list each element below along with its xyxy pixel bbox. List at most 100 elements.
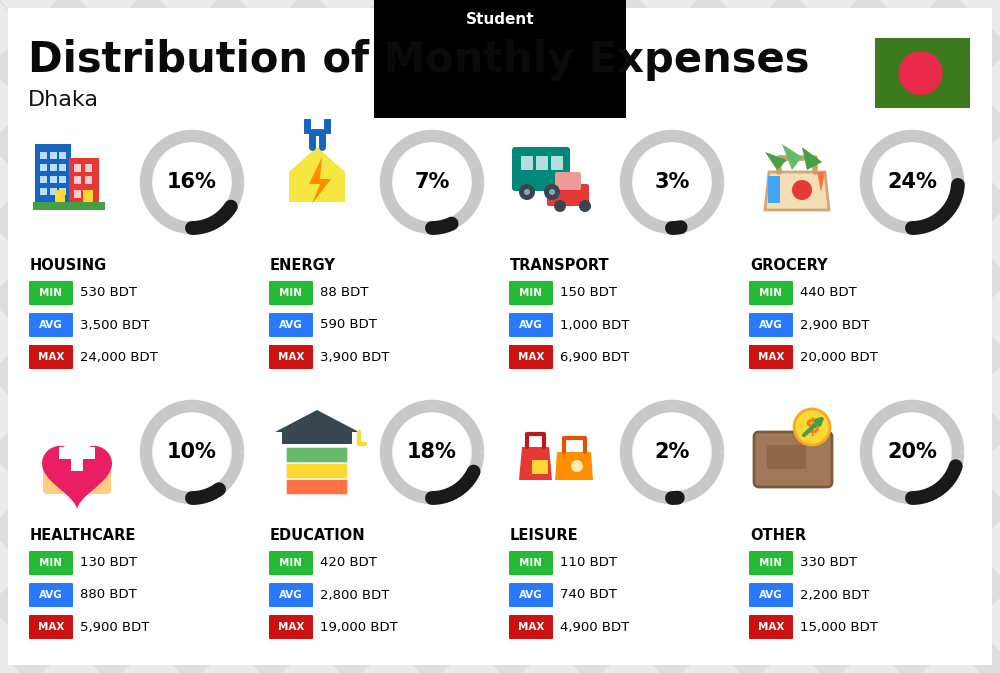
FancyBboxPatch shape <box>59 164 66 171</box>
FancyBboxPatch shape <box>269 313 313 337</box>
Circle shape <box>860 131 964 234</box>
FancyBboxPatch shape <box>50 176 57 183</box>
Text: MIN: MIN <box>280 288 302 298</box>
FancyBboxPatch shape <box>59 188 66 195</box>
Text: ENERGY: ENERGY <box>270 258 336 273</box>
Circle shape <box>549 189 555 195</box>
Polygon shape <box>555 452 593 480</box>
FancyBboxPatch shape <box>59 447 95 459</box>
Polygon shape <box>782 144 802 170</box>
FancyBboxPatch shape <box>509 313 553 337</box>
Text: 6,900 BDT: 6,900 BDT <box>560 351 629 363</box>
Text: 19,000 BDT: 19,000 BDT <box>320 621 398 633</box>
Text: Student: Student <box>466 11 534 26</box>
Text: 20,000 BDT: 20,000 BDT <box>800 351 878 363</box>
Circle shape <box>519 184 535 200</box>
Text: AVG: AVG <box>759 590 783 600</box>
Circle shape <box>140 400 244 503</box>
Text: AVG: AVG <box>279 590 303 600</box>
Text: 24%: 24% <box>887 172 937 192</box>
Text: 4,900 BDT: 4,900 BDT <box>560 621 629 633</box>
Circle shape <box>140 131 244 234</box>
Text: OTHER: OTHER <box>750 528 806 543</box>
Polygon shape <box>765 172 829 210</box>
FancyBboxPatch shape <box>50 188 57 195</box>
Text: MAX: MAX <box>38 352 64 362</box>
Polygon shape <box>817 172 825 192</box>
Text: 2,900 BDT: 2,900 BDT <box>800 318 869 332</box>
Text: EDUCATION: EDUCATION <box>270 528 366 543</box>
Text: MIN: MIN <box>40 288 62 298</box>
Text: 5,900 BDT: 5,900 BDT <box>80 621 149 633</box>
Text: AVG: AVG <box>39 320 63 330</box>
FancyBboxPatch shape <box>35 144 71 202</box>
FancyBboxPatch shape <box>50 164 57 171</box>
Polygon shape <box>519 447 552 480</box>
Text: 7%: 7% <box>414 172 450 192</box>
FancyBboxPatch shape <box>43 466 111 494</box>
FancyBboxPatch shape <box>33 202 105 210</box>
Text: 590 BDT: 590 BDT <box>320 318 377 332</box>
FancyBboxPatch shape <box>29 615 73 639</box>
Circle shape <box>380 400 484 503</box>
FancyBboxPatch shape <box>509 583 553 607</box>
Text: AVG: AVG <box>759 320 783 330</box>
FancyBboxPatch shape <box>74 164 81 172</box>
Text: MIN: MIN <box>760 288 782 298</box>
Circle shape <box>620 400 724 503</box>
FancyBboxPatch shape <box>269 615 313 639</box>
FancyBboxPatch shape <box>29 551 73 575</box>
Text: 440 BDT: 440 BDT <box>800 287 857 299</box>
FancyBboxPatch shape <box>269 281 313 305</box>
Text: AVG: AVG <box>279 320 303 330</box>
FancyBboxPatch shape <box>286 447 348 463</box>
Text: LEISURE: LEISURE <box>510 528 579 543</box>
Text: MIN: MIN <box>40 558 62 568</box>
Text: 130 BDT: 130 BDT <box>80 557 137 569</box>
Text: $: $ <box>804 417 820 437</box>
Text: HOUSING: HOUSING <box>30 258 107 273</box>
Polygon shape <box>42 446 112 509</box>
FancyBboxPatch shape <box>749 583 793 607</box>
FancyBboxPatch shape <box>40 188 47 195</box>
Polygon shape <box>765 152 787 170</box>
Circle shape <box>860 400 964 503</box>
Text: 150 BDT: 150 BDT <box>560 287 617 299</box>
FancyBboxPatch shape <box>749 615 793 639</box>
Text: 16%: 16% <box>167 172 217 192</box>
FancyBboxPatch shape <box>40 176 47 183</box>
Text: 330 BDT: 330 BDT <box>800 557 857 569</box>
Circle shape <box>570 459 584 473</box>
Text: MAX: MAX <box>38 622 64 632</box>
Circle shape <box>524 189 530 195</box>
FancyBboxPatch shape <box>749 345 793 369</box>
FancyBboxPatch shape <box>69 158 99 202</box>
FancyBboxPatch shape <box>532 460 548 474</box>
FancyBboxPatch shape <box>512 147 570 191</box>
FancyBboxPatch shape <box>551 156 563 170</box>
Text: MAX: MAX <box>278 352 304 362</box>
FancyBboxPatch shape <box>509 345 553 369</box>
Text: AVG: AVG <box>39 590 63 600</box>
Text: 2%: 2% <box>654 442 690 462</box>
FancyBboxPatch shape <box>286 479 348 495</box>
Text: Dhaka: Dhaka <box>28 90 99 110</box>
FancyBboxPatch shape <box>85 164 92 172</box>
Text: 88 BDT: 88 BDT <box>320 287 368 299</box>
Text: 15,000 BDT: 15,000 BDT <box>800 621 878 633</box>
Text: AVG: AVG <box>519 320 543 330</box>
Text: 20%: 20% <box>887 442 937 462</box>
FancyBboxPatch shape <box>555 172 581 190</box>
FancyBboxPatch shape <box>767 445 806 469</box>
Text: AVG: AVG <box>519 590 543 600</box>
FancyBboxPatch shape <box>521 156 533 170</box>
Circle shape <box>794 409 830 445</box>
Text: 18%: 18% <box>407 442 457 462</box>
FancyBboxPatch shape <box>536 156 548 170</box>
FancyBboxPatch shape <box>59 152 66 159</box>
Text: 3,900 BDT: 3,900 BDT <box>320 351 389 363</box>
FancyBboxPatch shape <box>269 345 313 369</box>
FancyBboxPatch shape <box>29 281 73 305</box>
Text: Distribution of Monthly Expenses: Distribution of Monthly Expenses <box>28 39 810 81</box>
Text: 2,200 BDT: 2,200 BDT <box>800 588 870 602</box>
